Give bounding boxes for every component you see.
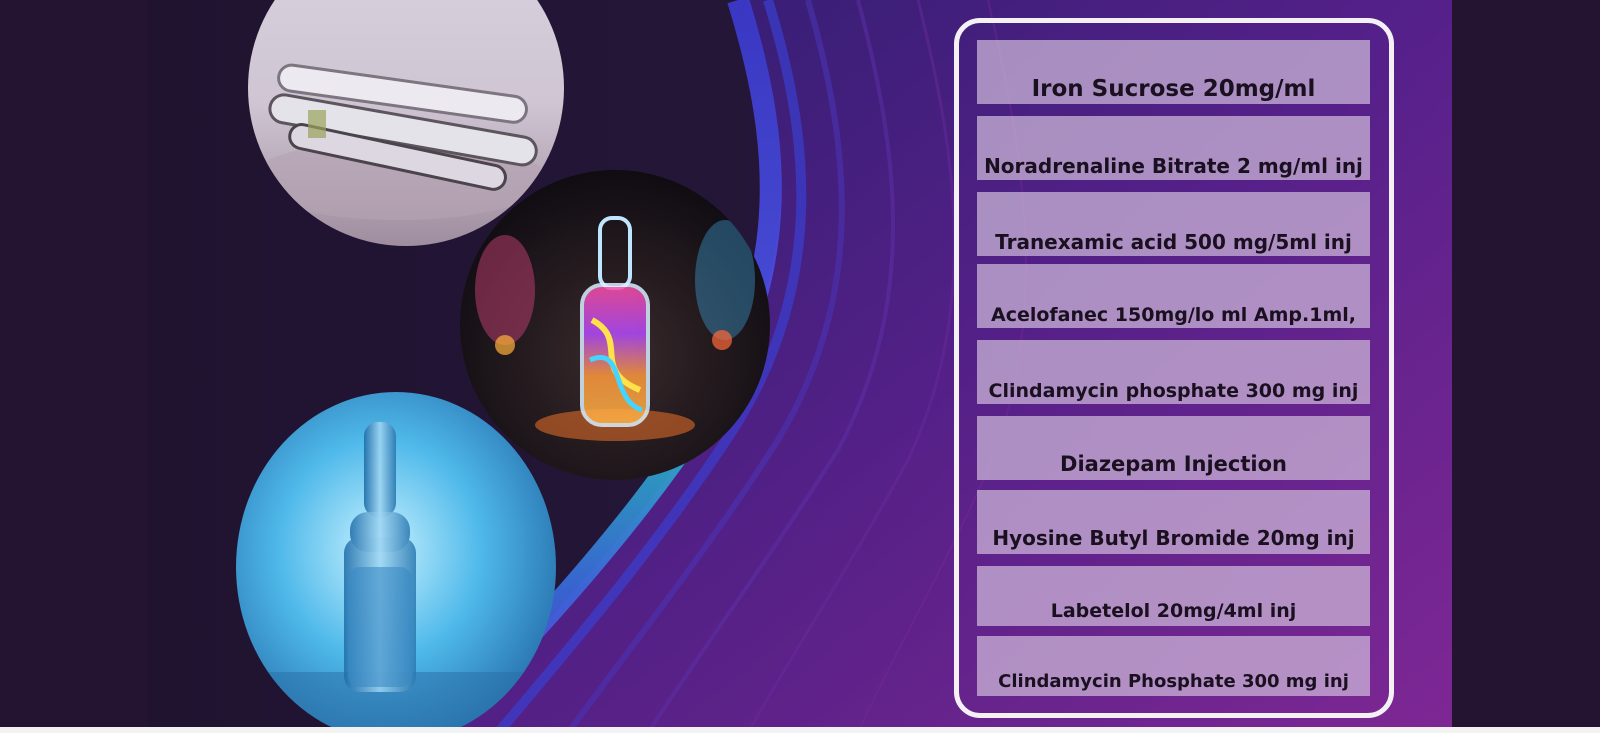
left-margin bbox=[0, 0, 148, 733]
clear-glass-ampoules-photo bbox=[248, 0, 564, 246]
product-item-6: Diazepam Injection bbox=[977, 416, 1370, 480]
product-item-label: Hyosine Butyl Bromide 20mg inj bbox=[992, 526, 1355, 550]
product-item-5: Clindamycin phosphate 300 mg inj bbox=[977, 340, 1370, 404]
right-margin bbox=[1452, 0, 1600, 733]
product-item-3: Tranexamic acid 500 mg/5ml inj bbox=[977, 192, 1370, 256]
product-item-label: Acelofanec 150mg/lo ml Amp.1ml, bbox=[991, 304, 1356, 326]
product-item-label: Clindamycin Phosphate 300 mg inj bbox=[998, 671, 1349, 692]
product-item-label: Noradrenaline Bitrate 2 mg/ml inj bbox=[984, 154, 1363, 178]
product-list-panel bbox=[954, 18, 1394, 718]
product-item-label: Clindamycin phosphate 300 mg inj bbox=[988, 380, 1359, 402]
product-item-7: Hyosine Butyl Bromide 20mg inj bbox=[977, 490, 1370, 554]
product-item-label: Iron Sucrose 20mg/ml bbox=[1031, 76, 1316, 102]
product-item-9: Clindamycin Phosphate 300 mg inj bbox=[977, 636, 1370, 696]
product-item-8: Labetelol 20mg/4ml inj bbox=[977, 566, 1370, 626]
product-item-2: Noradrenaline Bitrate 2 mg/ml inj bbox=[977, 116, 1370, 180]
blue-glass-ampoule-photo bbox=[236, 392, 556, 733]
bottom-strip bbox=[0, 727, 1600, 733]
product-item-label: Tranexamic acid 500 mg/5ml inj bbox=[995, 230, 1352, 254]
product-item-label: Labetelol 20mg/4ml inj bbox=[1050, 600, 1297, 622]
glowing-ampoule-photo bbox=[460, 170, 770, 480]
product-item-4: Acelofanec 150mg/lo ml Amp.1ml, bbox=[977, 264, 1370, 328]
product-item-label: Diazepam Injection bbox=[1060, 452, 1287, 476]
product-item-1: Iron Sucrose 20mg/ml bbox=[977, 40, 1370, 104]
